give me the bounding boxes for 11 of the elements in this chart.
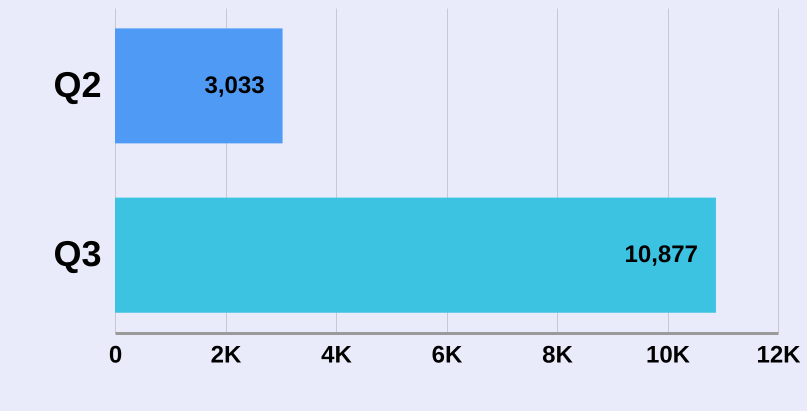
x-tick-label: 0 — [108, 342, 122, 368]
data-label: 10,877 — [624, 241, 698, 268]
x-tick-label: 10K — [646, 342, 691, 368]
x-tick-label: 8K — [542, 342, 574, 368]
y-tick-label: Q2 — [53, 64, 102, 105]
x-tick-label: 12K — [756, 342, 802, 368]
x-tick-label: 6K — [432, 342, 464, 368]
y-tick-label: Q3 — [53, 233, 102, 274]
x-tick-label: 2K — [210, 342, 242, 368]
x-tick-label: 4K — [321, 342, 353, 368]
data-label: 3,033 — [204, 72, 265, 99]
